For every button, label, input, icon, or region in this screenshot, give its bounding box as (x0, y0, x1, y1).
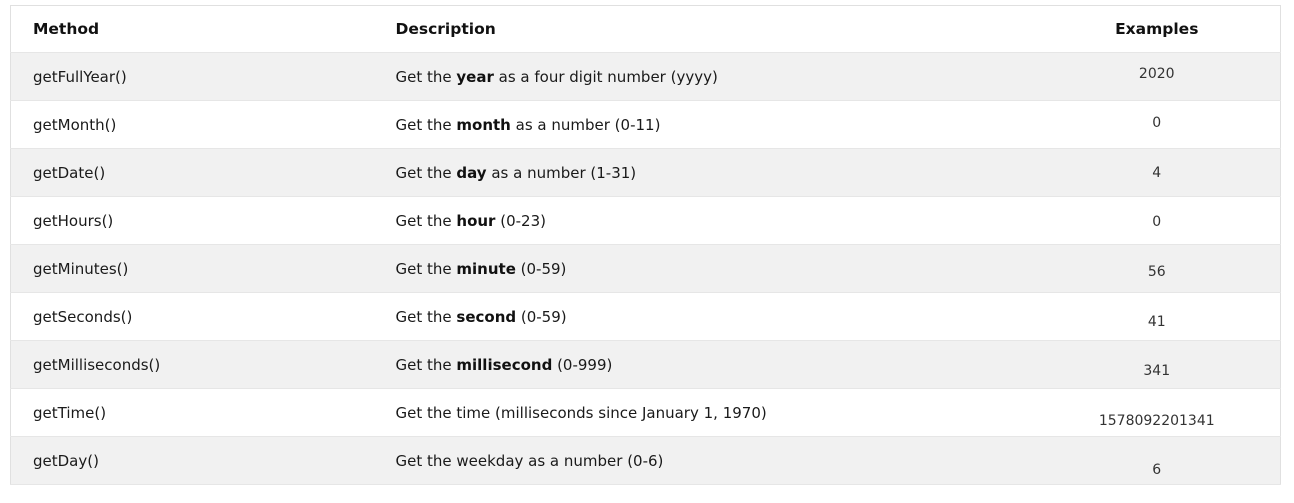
column-header-description: Description (383, 5, 1034, 53)
cell-description: Get the year as a four digit number (yyy… (383, 52, 1034, 101)
cell-method: getMonth() (10, 100, 384, 149)
table-header-row: Method Description Examples (10, 5, 1281, 53)
cell-description: Get the minute (0-59) (383, 244, 1034, 293)
description-suffix: (0-23) (495, 211, 546, 230)
table-row: getMilliseconds() Get the millisecond (0-… (10, 340, 1281, 389)
cell-example: 341 (1033, 340, 1281, 389)
description-prefix: Get the (395, 163, 457, 182)
description-keyword: second (456, 307, 517, 326)
column-header-examples: Examples (1033, 5, 1281, 53)
cell-method: getDay() (10, 436, 384, 485)
cell-description: Get the month as a number (0-11) (383, 100, 1034, 149)
example-value: 341 (1143, 363, 1171, 380)
description-keyword: day (456, 163, 487, 182)
cell-method: getFullYear() (10, 52, 384, 101)
table-row: getHours() Get the hour (0-23) 0 (10, 196, 1281, 245)
table-row: getMonth() Get the month as a number (0-1… (10, 100, 1281, 149)
table-row: getDay() Get the weekday as a number (0-6… (10, 436, 1281, 485)
description-prefix: Get the (395, 259, 457, 278)
table-row: getTime() Get the time (milliseconds sinc… (10, 388, 1281, 437)
cell-example: 2020 (1033, 52, 1281, 101)
description-keyword: year (456, 67, 494, 86)
example-value: 6 (1152, 462, 1162, 479)
cell-method: getMilliseconds() (10, 340, 384, 389)
description-keyword: millisecond (456, 355, 553, 374)
example-value: 41 (1147, 313, 1166, 330)
description-suffix: (0-999) (552, 355, 613, 374)
cell-method: getHours() (10, 196, 384, 245)
description-keyword: month (456, 115, 511, 134)
cell-example: 0 (1033, 100, 1281, 149)
description-suffix: as a number (1-31) (486, 163, 637, 182)
description-keyword: minute (456, 259, 516, 278)
column-header-method: Method (10, 5, 384, 53)
table-row: getSeconds() Get the second (0-59) 41 (10, 292, 1281, 341)
cell-description: Get the hour (0-23) (383, 196, 1034, 245)
example-value: 4 (1152, 164, 1162, 181)
cell-example: 1578092201341 (1033, 388, 1281, 437)
cell-example: 4 (1033, 148, 1281, 197)
cell-method: getSeconds() (10, 292, 384, 341)
description-suffix: as a number (0-11) (510, 115, 661, 134)
cell-method: getDate() (10, 148, 384, 197)
description-prefix: Get the weekday as a number (0-6) (395, 451, 664, 470)
methods-table-container: Method Description Examples getFullYear(… (10, 5, 1281, 485)
example-value: 56 (1147, 263, 1166, 280)
table-body: getFullYear() Get the year as a four digi… (10, 52, 1281, 485)
description-prefix: Get the time (milliseconds since January… (395, 403, 767, 422)
description-suffix: as a four digit number (yyyy) (493, 67, 718, 86)
description-prefix: Get the (395, 211, 457, 230)
description-prefix: Get the (395, 307, 457, 326)
example-value: 1578092201341 (1098, 412, 1215, 429)
table-row: getMinutes() Get the minute (0-59) 56 (10, 244, 1281, 293)
cell-example: 6 (1033, 436, 1281, 485)
cell-example: 41 (1033, 292, 1281, 341)
cell-description: Get the second (0-59) (383, 292, 1034, 341)
cell-method: getMinutes() (10, 244, 384, 293)
table-header: Method Description Examples (10, 5, 1281, 53)
cell-description: Get the day as a number (1-31) (383, 148, 1034, 197)
description-prefix: Get the (395, 67, 457, 86)
cell-method: getTime() (10, 388, 384, 437)
cell-description: Get the time (milliseconds since January… (383, 388, 1034, 437)
cell-description: Get the weekday as a number (0-6) (383, 436, 1034, 485)
example-value: 2020 (1138, 65, 1175, 82)
example-value: 0 (1152, 214, 1162, 231)
cell-example: 56 (1033, 244, 1281, 293)
description-suffix: (0-59) (515, 259, 567, 278)
date-methods-table: Method Description Examples getFullYear(… (10, 5, 1281, 485)
description-keyword: hour (456, 211, 496, 230)
description-prefix: Get the (395, 115, 457, 134)
cell-description: Get the millisecond (0-999) (383, 340, 1034, 389)
example-value: 0 (1152, 115, 1162, 132)
description-prefix: Get the (395, 355, 457, 374)
table-row: getDate() Get the day as a number (1-31) 4 (10, 148, 1281, 197)
table-row: getFullYear() Get the year as a four digi… (10, 52, 1281, 101)
cell-example: 0 (1033, 196, 1281, 245)
description-suffix: (0-59) (516, 307, 567, 326)
